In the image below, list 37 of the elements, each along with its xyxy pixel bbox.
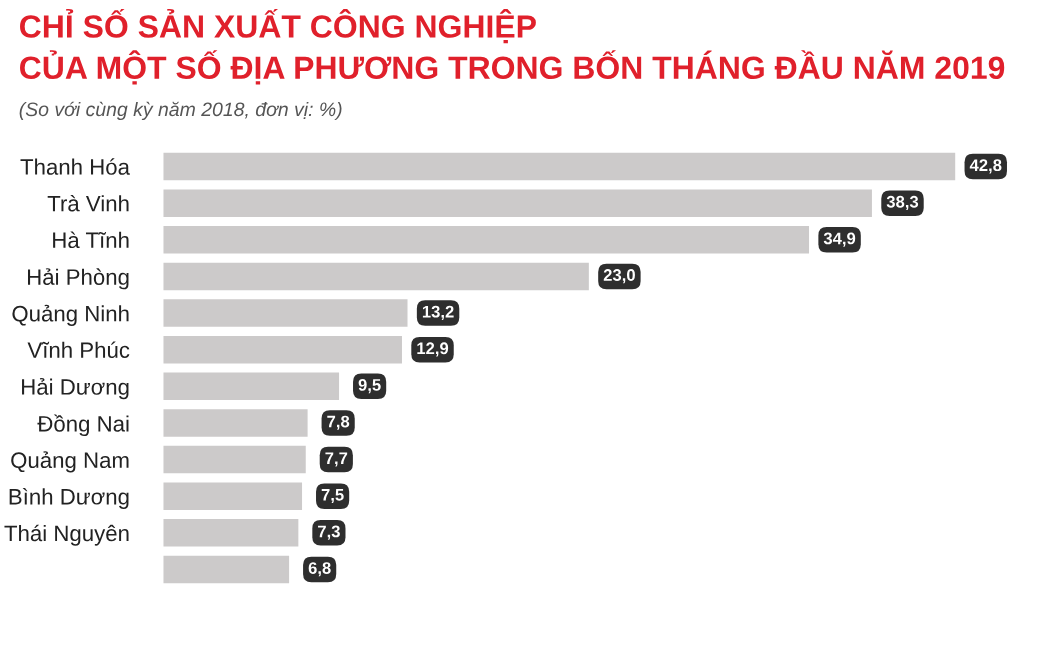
data-label: 7,7 xyxy=(325,452,348,467)
y-tick-label: Vĩnh Phúc xyxy=(27,341,130,358)
y-tick-label: Đồng Nai xyxy=(37,414,129,437)
y-tick-label: Trà Vinh xyxy=(47,194,129,212)
data-label: 13,2 xyxy=(422,305,454,320)
data-label: 7,5 xyxy=(321,489,344,504)
y-tick-label: Quảng Ninh xyxy=(12,304,129,326)
y-tick-label: Hải Dương xyxy=(22,378,129,400)
bar xyxy=(163,262,589,291)
bar xyxy=(163,152,956,181)
y-tick-label: Bình Dương xyxy=(9,488,129,509)
data-label: 42,8 xyxy=(969,159,1002,174)
chart-title: CHỈ SỐ SẢN XUẤT CÔNG NGHIỆP CỦA MỘT SỐ ĐỊA PHƯƠNG TRONG BỐN THÁNG ĐẦU NĂM 2019 xyxy=(20,8,1005,85)
data-label: 6,8 xyxy=(308,562,331,577)
bar xyxy=(163,189,872,217)
bar xyxy=(163,445,306,474)
y-tick-label: Hà Tĩnh xyxy=(53,231,129,249)
bar xyxy=(163,482,303,510)
bar xyxy=(163,335,402,364)
chart-subtitle: (So với cùng kỳ năm 2018, đơn vị: %) xyxy=(19,101,342,121)
data-label: 12,9 xyxy=(417,342,449,357)
bar xyxy=(163,299,408,327)
data-label: 38,3 xyxy=(886,195,919,211)
data-label: 7,3 xyxy=(318,525,340,540)
bar xyxy=(163,372,340,401)
y-tick-label: Thái Nguyên xyxy=(4,524,129,546)
bar xyxy=(163,226,810,254)
y-tick-label: Hải Phòng xyxy=(28,268,129,290)
y-tick-label: Thanh Hóa xyxy=(20,158,130,175)
bar xyxy=(163,555,290,584)
bar xyxy=(163,519,299,547)
bar xyxy=(163,409,308,437)
data-label: 7,8 xyxy=(327,415,350,430)
y-tick-label: Quảng Nam xyxy=(11,451,129,473)
data-label: 9,5 xyxy=(358,379,381,394)
data-label: 34,9 xyxy=(823,232,856,247)
data-label: 23,0 xyxy=(603,269,635,284)
